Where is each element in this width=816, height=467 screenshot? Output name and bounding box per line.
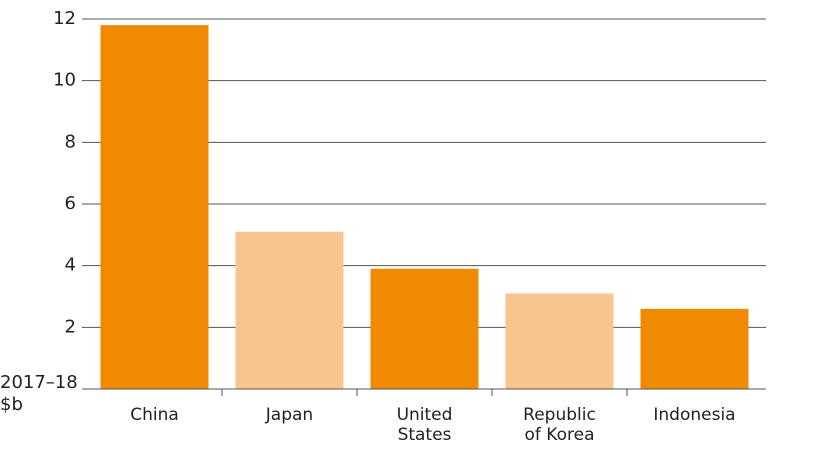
x-tick-label: Japan <box>265 405 314 425</box>
x-tick-label: China <box>130 405 179 425</box>
y-axis-label: 2017–18 $b <box>0 372 78 415</box>
y-tick-label: 4 <box>65 255 76 276</box>
bar <box>505 293 614 389</box>
bar <box>370 268 479 389</box>
bar <box>640 308 749 389</box>
y-tick-label: 10 <box>53 70 76 91</box>
y-tick-label: 12 <box>53 8 76 29</box>
x-tick-label: Indonesia <box>653 405 736 425</box>
bar <box>100 25 209 390</box>
bar <box>235 231 344 389</box>
y-tick-label: 8 <box>65 131 76 152</box>
y-tick-label: 6 <box>65 193 76 214</box>
x-tick-label: Republic of Korea <box>523 405 596 445</box>
y-tick-label: 2 <box>65 316 76 337</box>
x-tick-label: United States <box>396 405 453 445</box>
